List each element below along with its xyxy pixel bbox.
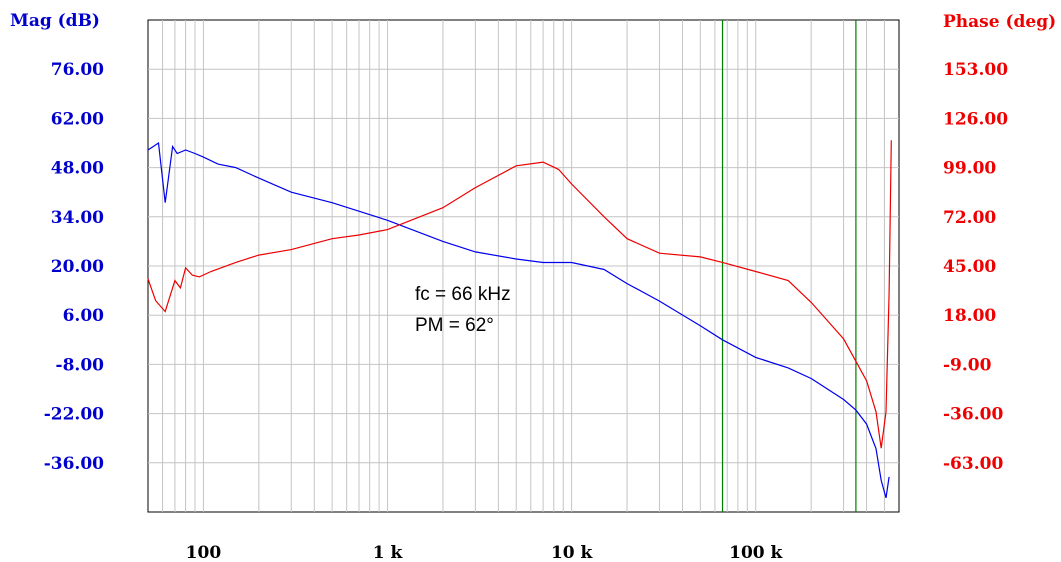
left-tick-label: -22.00 [44,405,104,425]
left-tick-labels: 76.00 62.00 48.00 34.00 20.00 6.00 -8.00 -22.00… [44,60,104,474]
x-tick-label: 100 k [729,543,783,562]
annotation-fc: fc = 66 kHz [415,284,511,305]
marker-lines [721,20,857,512]
right-tick-labels: 153.00 126.00 99.00 72.00 45.00 18.00 -9.00 -36… [943,60,1008,474]
right-tick-label: 45.00 [943,257,996,277]
right-tick-label: 72.00 [943,208,996,228]
phase-line [147,140,892,449]
right-tick-label: 18.00 [943,306,996,326]
left-axis-title: Mag (dB) [10,11,100,31]
right-tick-label: -63.00 [943,454,1003,474]
left-tick-label: 20.00 [51,257,104,277]
right-axis-title: Phase (deg) [943,12,1056,32]
left-tick-label: -36.00 [44,454,104,474]
left-tick-label: 62.00 [51,109,104,129]
left-tick-label: 76.00 [51,60,104,80]
x-tick-labels: 100 1 k 10 k 100 k [186,543,784,562]
left-tick-label: 6.00 [63,306,105,326]
left-tick-label: 34.00 [51,208,104,228]
right-tick-label: 153.00 [943,60,1008,80]
right-tick-label: -9.00 [943,355,992,375]
left-tick-label: -8.00 [56,355,105,375]
x-tick-label: 10 k [551,543,594,562]
series-group [147,140,892,499]
grid [148,20,899,512]
magnitude-line [147,141,890,499]
x-tick-label: 100 [186,543,222,562]
x-tick-label: 1 k [373,543,404,562]
right-tick-label: 99.00 [943,159,996,179]
right-tick-label: 126.00 [943,109,1008,129]
annotation-pm: PM = 62° [415,315,494,336]
right-tick-label: -36.00 [943,405,1003,425]
left-tick-label: 48.00 [51,159,104,179]
